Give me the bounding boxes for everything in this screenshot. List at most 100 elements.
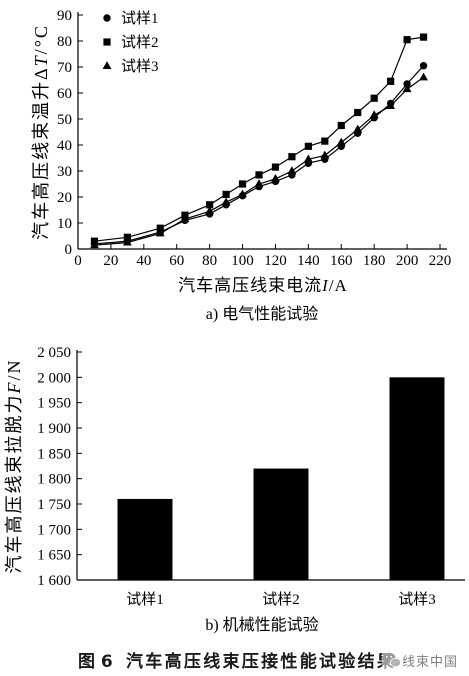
sample-3-line <box>94 76 424 246</box>
axis-variable-symbol: T <box>31 54 51 66</box>
axis-title-part: /A <box>329 276 348 295</box>
watermark: 线束中国 <box>382 650 466 672</box>
x-tick-label: 40 <box>136 253 151 269</box>
x-tick-label: 0 <box>74 253 82 269</box>
y-tick-label: 2 050 <box>37 345 71 361</box>
wechat-icon-eye <box>385 655 388 658</box>
legend-marker-triangle <box>102 61 112 69</box>
y-axis-title: 汽车高压线束拉脱力F/N <box>4 359 24 574</box>
sample-2-point <box>387 77 395 85</box>
sample-3-point <box>386 101 396 109</box>
y-tick-label: 2 000 <box>37 370 71 386</box>
x-axis-title: 汽车高压线束电流I/A <box>178 276 348 295</box>
x-tick-label: 80 <box>202 253 217 269</box>
legend: 试样1 试样2 试样3 <box>102 10 159 75</box>
legend-item-sample-3: 试样3 <box>102 58 159 75</box>
y-ticks: 0 10 20 30 40 50 60 70 80 90 <box>57 8 83 258</box>
figure-caption: 图 6 汽车高压线束压接性能试验结果 <box>78 651 396 672</box>
sample-2-point <box>156 224 164 232</box>
sample-2-point <box>321 137 329 145</box>
y-tick-label: 1 650 <box>37 548 71 564</box>
sample-2-point <box>403 36 411 44</box>
sample-3-point <box>320 150 330 159</box>
y-tick-label: 1 850 <box>37 446 71 462</box>
legend-item-sample-1: 试样1 <box>103 10 159 27</box>
x-tick-label: 200 <box>396 253 419 269</box>
sample-2-point <box>337 121 345 130</box>
sample-3-point <box>303 154 313 163</box>
sample-3-point <box>336 137 346 146</box>
y-tick-label: 90 <box>57 8 72 24</box>
y-tick-label: 1 800 <box>37 472 71 488</box>
y-tick-label: 60 <box>57 86 72 102</box>
y-tick-label: 40 <box>57 138 72 154</box>
legend-label: 试样2 <box>121 34 159 51</box>
axis-title-part: /N <box>4 359 24 381</box>
sample-2-point <box>304 142 312 150</box>
x-tick-label: 100 <box>231 253 254 269</box>
bar-sample-1 <box>117 498 173 580</box>
sample-3-point <box>402 84 412 93</box>
y-tick-label: 50 <box>57 112 72 128</box>
sample-3-point <box>221 197 231 206</box>
y-tick-label: 1 600 <box>37 573 71 589</box>
legend-label: 试样1 <box>121 10 159 27</box>
sample-3-point <box>90 240 99 249</box>
x-ticks: 0 20 40 60 80 100 120 140 160 180 200 220 <box>74 244 451 269</box>
sample-2-point <box>238 180 247 188</box>
bar-sample-3 <box>389 377 445 580</box>
sample-2-point <box>419 33 428 41</box>
legend-marker-square <box>103 38 111 46</box>
y-tick-label: 0 <box>65 242 73 258</box>
sample-2-point <box>206 201 214 209</box>
y-tick-label: 10 <box>57 216 72 232</box>
sample-3-point <box>254 179 264 187</box>
caption-label: 图 6 <box>78 652 113 672</box>
x-tick-label: 180 <box>363 253 386 269</box>
legend-marker-circle <box>103 14 111 22</box>
sample-3-point <box>419 72 428 81</box>
y-tick-label: 30 <box>57 164 72 180</box>
watermark-text: 线束中国 <box>402 655 458 670</box>
sample-1-point <box>403 80 411 88</box>
sample-3-point <box>122 237 132 246</box>
y-ticks: 1 600 1 650 1 700 1 750 1 800 1 850 1 900 1 950… <box>37 345 82 589</box>
x-tick-label: 20 <box>103 253 118 269</box>
sample-2-point <box>271 163 280 171</box>
axis-title-part: 汽车高压线束拉脱力 <box>4 394 24 574</box>
x-tick-label: 140 <box>297 253 320 269</box>
y-tick-label: 1 950 <box>37 396 71 412</box>
sample-1-point <box>419 61 428 70</box>
wechat-icon-tail <box>383 661 388 665</box>
sample-2-point <box>354 108 362 117</box>
wechat-icon <box>382 652 402 668</box>
sample-3-point <box>238 189 247 198</box>
watermark-backdrop <box>382 650 466 672</box>
sample-2-point <box>288 153 296 161</box>
y-tick-label: 1 750 <box>37 497 71 513</box>
sample-3-point <box>205 206 215 215</box>
x-category-label: 试样3 <box>398 591 436 608</box>
x-tick-label: 220 <box>429 253 452 269</box>
sample-2-point <box>123 233 131 241</box>
axis-title-part: 汽车高压线束温升Δ <box>31 66 51 240</box>
axis-variable-symbol: F <box>4 381 24 395</box>
x-category-label: 试样1 <box>126 591 164 608</box>
x-tick-label: 160 <box>330 253 353 269</box>
axis-title-part: /°C <box>31 24 51 54</box>
sample-2-point <box>222 190 230 198</box>
category-labels: 试样1 试样2 试样3 <box>126 591 436 608</box>
mechanical-performance-chart: 1 600 1 650 1 700 1 750 1 800 1 850 1 900 1 950… <box>4 345 465 634</box>
axis-variable-symbol: I <box>321 276 329 295</box>
y-tick-label: 20 <box>57 190 72 206</box>
wechat-icon-eye <box>390 655 393 658</box>
sample-2-point <box>255 171 263 179</box>
caption-text: 汽车高压线束压接性能试验结果 <box>126 651 396 672</box>
subcaption-a: a) 电气性能试验 <box>206 305 318 323</box>
y-axis-title: 汽车高压线束温升ΔT/°C <box>31 24 51 240</box>
axis-title-part: 汽车高压线束电流 <box>178 276 322 295</box>
bars <box>117 377 445 580</box>
sample-3-point <box>369 110 379 119</box>
y-tick-label: 1 900 <box>37 421 71 437</box>
sample-3-point <box>155 228 165 237</box>
